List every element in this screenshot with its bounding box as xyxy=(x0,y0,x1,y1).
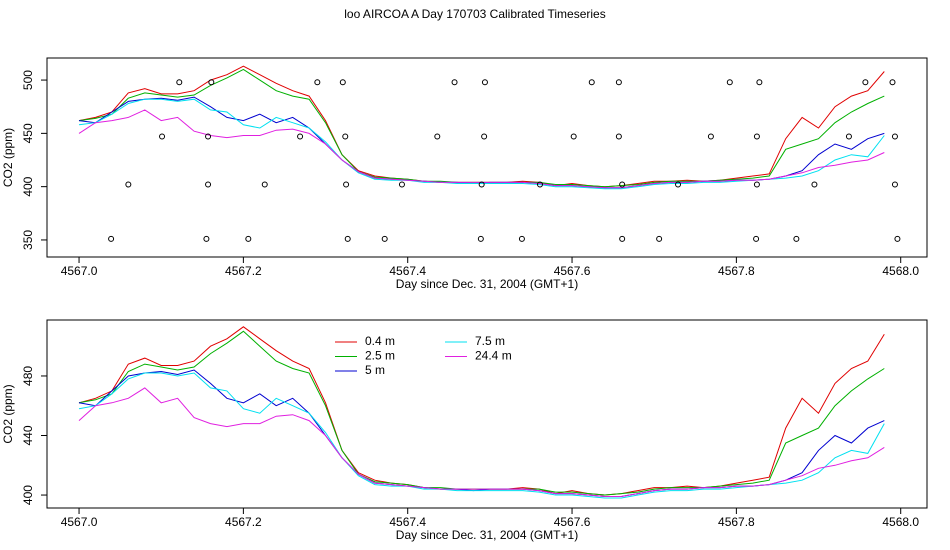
scatter-point xyxy=(481,133,488,140)
scatter-point xyxy=(398,181,405,188)
scatter-point xyxy=(261,181,268,188)
x-tick-label: 4567.2 xyxy=(225,264,262,278)
x-tick-label: 4567.6 xyxy=(554,515,591,529)
scatter-point xyxy=(726,79,733,86)
y-tick-label: 500 xyxy=(21,70,35,90)
scatter-point xyxy=(894,235,901,242)
scatter-point xyxy=(753,133,760,140)
plot-frame xyxy=(46,319,928,509)
scatter-point xyxy=(297,133,304,140)
x-tick-label: 4567.0 xyxy=(61,515,98,529)
x-tick-label: 4568.0 xyxy=(882,264,919,278)
scatter-point xyxy=(891,181,898,188)
x-tick-label: 4567.4 xyxy=(389,264,426,278)
scatter-point xyxy=(588,79,595,86)
legend-label: 7.5 m xyxy=(475,334,505,348)
scatter-point xyxy=(203,235,210,242)
scatter-point xyxy=(862,79,869,86)
legend-label: 5 m xyxy=(365,363,385,377)
chart-title: loo AIRCOA A Day 170703 Calibrated Times… xyxy=(344,7,605,21)
y-tick-label: 400 xyxy=(21,485,35,505)
scatter-point xyxy=(344,235,351,242)
scatter-point xyxy=(891,133,898,140)
scatter-point xyxy=(208,79,215,86)
scatter-point xyxy=(205,181,212,188)
x-axis-label: Day since Dec. 31, 2004 (GMT+1) xyxy=(396,528,578,542)
x-tick-label: 4567.2 xyxy=(225,515,262,529)
y-tick-label: 350 xyxy=(21,230,35,250)
x-tick-label: 4567.8 xyxy=(718,515,755,529)
scatter-point xyxy=(656,235,663,242)
scatter-point xyxy=(756,79,763,86)
scatter-point xyxy=(205,133,212,140)
x-tick-label: 4567.4 xyxy=(389,515,426,529)
scatter-point xyxy=(477,235,484,242)
scatter-point xyxy=(381,235,388,242)
x-tick-label: 4567.6 xyxy=(554,264,591,278)
scatter-point xyxy=(481,79,488,86)
x-tick-label: 4567.8 xyxy=(718,264,755,278)
y-tick-label: 400 xyxy=(21,176,35,196)
scatter-point xyxy=(451,79,458,86)
scatter-point xyxy=(536,181,543,188)
legend-label: 0.4 m xyxy=(365,334,395,348)
scatter-point xyxy=(675,181,682,188)
scatter-point xyxy=(811,181,818,188)
y-axis-label: CO2 (ppm) xyxy=(1,128,15,187)
scatter-point xyxy=(707,133,714,140)
legend-label: 2.5 m xyxy=(365,349,395,363)
scatter-point xyxy=(615,133,622,140)
series-line xyxy=(78,387,885,497)
scatter-point xyxy=(339,79,346,86)
scatter-point xyxy=(793,235,800,242)
legend-label: 24.4 m xyxy=(475,349,512,363)
scatter-point xyxy=(478,181,485,188)
y-tick-label: 480 xyxy=(21,366,35,386)
scatter-point xyxy=(518,235,525,242)
y-tick-label: 450 xyxy=(21,123,35,143)
scatter-point xyxy=(570,133,577,140)
scatter-point xyxy=(753,235,760,242)
scatter-point xyxy=(176,79,183,86)
scatter-point xyxy=(108,235,115,242)
scatter-point xyxy=(845,133,852,140)
scatter-point xyxy=(159,133,166,140)
scatter-point xyxy=(434,133,441,140)
scatter-point xyxy=(889,79,896,86)
x-tick-label: 4567.0 xyxy=(61,264,98,278)
scatter-point xyxy=(245,235,252,242)
scatter-point xyxy=(619,181,626,188)
scatter-point xyxy=(619,235,626,242)
x-tick-label: 4568.0 xyxy=(882,515,919,529)
scatter-point xyxy=(314,79,321,86)
scatter-point xyxy=(753,181,760,188)
scatter-point xyxy=(125,181,132,188)
scatter-point xyxy=(343,181,350,188)
y-axis-label: CO2 (ppm) xyxy=(1,384,15,443)
scatter-point xyxy=(615,79,622,86)
plot-frame xyxy=(46,57,928,258)
scatter-point xyxy=(342,133,349,140)
x-axis-label: Day since Dec. 31, 2004 (GMT+1) xyxy=(396,277,578,291)
y-tick-label: 440 xyxy=(21,425,35,445)
